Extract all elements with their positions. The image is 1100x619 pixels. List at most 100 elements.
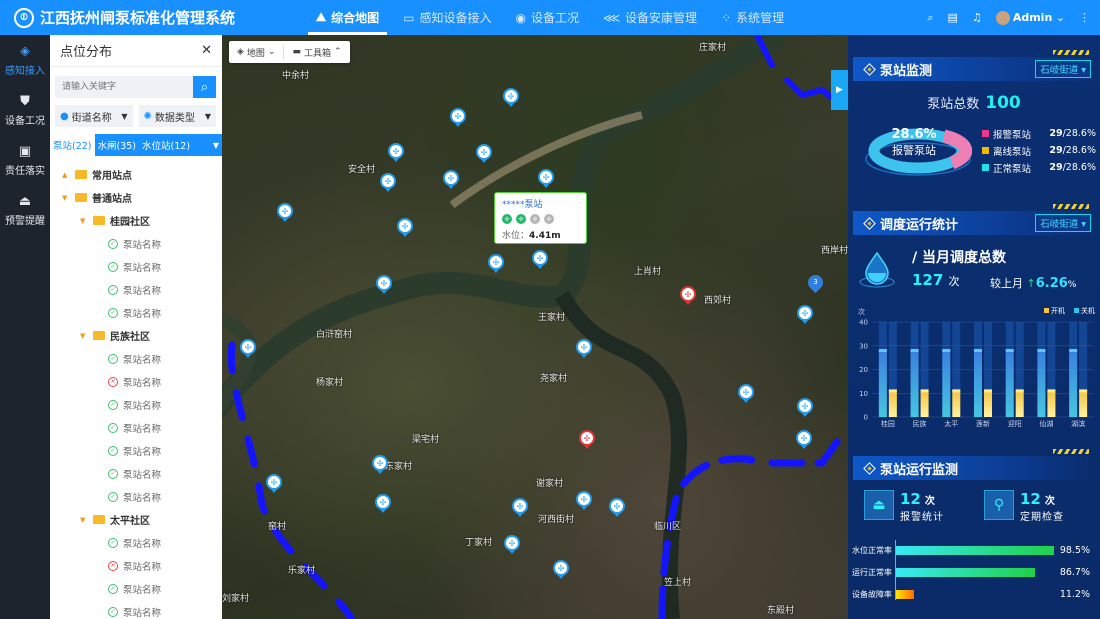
pump-station-marker[interactable]: ✢ [476,144,492,164]
pump-station-marker[interactable]: ✢ [538,169,554,189]
sidebar-item-sensing[interactable]: ◈ 感知接入 [0,35,50,85]
close-icon[interactable]: ✕ [201,43,212,58]
tree-node-station[interactable]: ✓ 泵站名称 [50,600,222,619]
station-type-tabs: 泵站(22) 水闸(35) 水位站(12) ▼ [50,134,222,156]
pump-station-marker[interactable]: ✢ [375,494,391,514]
tree-node-station[interactable]: ✓ 泵站名称 [50,255,222,278]
nav-device-access[interactable]: ▭ 感知设备接入 [391,0,503,35]
tree-node-community[interactable]: ▼ 民族社区 [50,324,222,347]
pump-station-marker[interactable]: ✢ [266,474,282,494]
pump-station-marker[interactable]: ✢ [376,275,392,295]
more-vertical-icon[interactable]: ⋮ [1079,11,1090,24]
tree-node-station[interactable]: ✓ 泵站名称 [50,278,222,301]
pump-station-marker[interactable]: ✢ [443,170,459,190]
cluster-marker[interactable]: 3 [804,271,827,294]
tab-sluice[interactable]: 水闸(35) [97,141,137,152]
bar-开机 [1047,390,1056,417]
data-type-select[interactable]: ✺ 数据类型 ▼ [138,105,216,127]
tree-node-station[interactable]: ✕ 泵站名称 [50,370,222,393]
pump-station-marker[interactable]: ✢ [503,88,519,108]
bell-icon[interactable]: ♫ [971,11,982,24]
pump-station-marker[interactable]: ✢ [240,339,256,359]
sidebar-item-device-status[interactable]: ⛊ 设备工况 [0,85,50,135]
message-icon[interactable]: ▤ [947,11,958,24]
toolbox-button[interactable]: ▬ 工具箱 ⌃ [292,47,342,59]
expand-panel-button[interactable]: ▶ [831,70,848,110]
tree-node-station[interactable]: ✓ 泵站名称 [50,439,222,462]
bar-track [984,322,992,417]
toolbar-label: 地图 [246,48,265,59]
pump-station-marker[interactable]: ✢ [488,254,504,274]
nav-system[interactable]: ⁘ 系统管理 [709,0,796,35]
tree-node-community[interactable]: ▼ 桂园社区 [50,209,222,232]
street-dropdown[interactable]: 石岐街道 ▾ [1035,214,1091,232]
pump-station-marker[interactable]: ✢ [796,430,812,450]
pump-station-marker[interactable]: ✢ [372,455,388,475]
tree-node-normal[interactable]: ▼ 普通站点 [50,186,222,209]
nav-device-health[interactable]: ⋘ 设备安康管理 [591,0,709,35]
tab-water-level[interactable]: 水位站(12) [142,141,191,152]
select-value: 街道名称 [71,112,112,124]
node-label: 泵站名称 [123,492,162,504]
pump-station-marker[interactable]: ✢ [532,250,548,270]
left-sidebar: ◈ 感知接入 ⛊ 设备工况 ▣ 责任落实 ⏏ 预警提醒 [0,35,50,619]
street-dropdown[interactable]: 石岐街道 ▾ [1035,60,1091,78]
tree-node-common[interactable]: ▲ 常用站点 [50,163,222,186]
pump-station-marker[interactable]: ✢ [576,491,592,511]
alarm-unit: 次 [924,496,935,507]
tree-node-station[interactable]: ✕ 泵站名称 [50,554,222,577]
caret-down-icon[interactable]: ▼ [212,140,219,150]
pump-station-marker[interactable]: ✢ [397,218,413,238]
place-label: 谢家村 [536,479,564,489]
map-toolbar: ◈ 地图 ⌄ ▬ 工具箱 ⌃ [229,41,350,63]
pump-station-marker[interactable]: ✢ [797,305,813,325]
tree-node-community[interactable]: ▼ 太平社区 [50,508,222,531]
bar-cap [878,349,887,352]
pump-station-marker[interactable]: ✢ [797,398,813,418]
tab-pump[interactable]: 泵站(22) [50,134,95,156]
legend-label: 正常泵站 [993,163,1032,175]
nav-map[interactable]: ⛰ 综合地图 [304,0,391,35]
pump-station-marker[interactable]: ✢ [450,108,466,128]
node-label: 泵站名称 [123,607,162,619]
alarm-station-marker[interactable]: ✢ [680,286,696,306]
search-input[interactable] [55,76,193,98]
map-layer-button[interactable]: ◈ 地图 ⌄ [237,47,276,59]
tree-node-station[interactable]: ✓ 泵站名称 [50,462,222,485]
month-title-text: 当月调度总数 [922,250,1006,266]
tree-node-station[interactable]: ✓ 泵站名称 [50,577,222,600]
tree-node-station[interactable]: ✓ 泵站名称 [50,485,222,508]
search-icon[interactable]: ⌕ [927,10,934,24]
pump-station-marker[interactable]: ✢ [553,560,569,580]
pump-station-marker[interactable]: ✢ [504,535,520,555]
month-dispatch-title: / 当月调度总数 [912,250,1006,266]
pump-station-marker[interactable]: ✢ [277,203,293,223]
sidebar-item-responsibility[interactable]: ▣ 责任落实 [0,135,50,185]
alarm-light-icon: ⏏ [18,193,32,209]
tree-node-station[interactable]: ✓ 泵站名称 [50,393,222,416]
user-menu[interactable]: Admin ⌄ [995,10,1065,25]
tree-node-station[interactable]: ✓ 泵站名称 [50,232,222,255]
tree-node-station[interactable]: ✓ 泵站名称 [50,347,222,370]
pump-station-marker[interactable]: ✢ [738,384,754,404]
sidebar-item-warning[interactable]: ⏏ 预警提醒 [0,185,50,235]
pump-station-marker[interactable]: ✢ [609,498,625,518]
fan-icon: ✢ [380,173,396,189]
pump-station-marker[interactable]: ✢ [512,498,528,518]
map-view[interactable]: ◈ 地图 ⌄ ▬ 工具箱 ⌃ 3 *****泵站 ✢ ✢ ✢ ✢ 水位：4.41m ▶ 中… [222,35,848,619]
pump-station-marker[interactable]: ✢ [388,143,404,163]
bar-cap [888,389,897,393]
fan-icon: ✢ [450,108,466,124]
tree-node-station[interactable]: ✓ 泵站名称 [50,531,222,554]
pump-station-marker[interactable]: ✢ [380,173,396,193]
pump-station-marker[interactable]: ✢ [576,339,592,359]
avatar [995,10,1010,25]
search-button[interactable]: ⌕ [193,76,216,98]
alarm-station-marker[interactable]: ✢ [579,430,595,450]
network-icon: ⋘ [602,10,621,25]
tree-node-station[interactable]: ✓ 泵站名称 [50,416,222,439]
street-select[interactable]: ● 街道名称 ▼ [55,105,133,127]
logo-icon: ⦶ [14,7,34,28]
nav-device-status[interactable]: ◉ 设备工况 [503,0,591,35]
tree-node-station[interactable]: ✓ 泵站名称 [50,301,222,324]
